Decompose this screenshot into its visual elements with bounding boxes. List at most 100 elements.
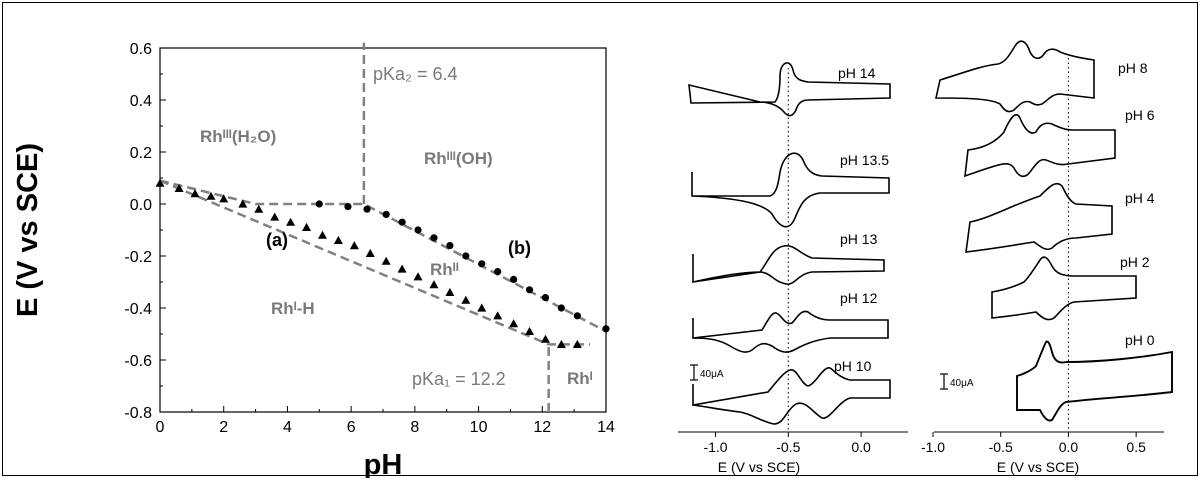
data-point-triangle <box>429 280 439 289</box>
fit-line <box>159 179 607 333</box>
curve-label: pH 12 <box>840 290 878 306</box>
cv-panel-low-ph: -1.0 -0.5 0.0 0.5 E (V vs SCE) 40μA pH 8 pH… <box>921 40 1173 475</box>
data-point-circle <box>557 304 566 312</box>
cv-right-ticks: -1.0 -0.5 0.0 0.5 <box>921 432 1146 455</box>
data-point-triangle <box>286 217 296 226</box>
cv-curve-ph10: pH 10 <box>692 358 891 425</box>
curve-label: pH 0 <box>1125 332 1155 348</box>
data-point-circle <box>398 218 406 226</box>
data-point-triangle <box>397 264 407 273</box>
y-tick-label: 0.4 <box>130 93 152 110</box>
data-point-triangle <box>509 319 519 328</box>
curve-label: pH 14 <box>838 65 876 81</box>
pourbaix-plot: 0 2 4 6 8 10 12 140.60.40.20.0-0.2-0.4-0.6-0.8 … <box>12 41 615 478</box>
x-tick-label: 0.5 <box>1126 439 1146 455</box>
annotation-pka1: pKa₁ = 12.2 <box>412 369 506 389</box>
x-tick-label: 0 <box>156 419 165 436</box>
data-point-circle <box>573 312 581 320</box>
y-tick-label: 0.6 <box>130 41 152 58</box>
region-label-rh1-h: Rhᴵ-H <box>271 299 315 318</box>
pourbaix-ticks: 0 2 4 6 8 10 12 14 0.6 0.4 0.2 0.0 -0.2 -0.4 -0.6 -0.8 <box>124 41 615 436</box>
region-label-rh1: Rhᴵ <box>567 369 593 388</box>
curve-label: pH 13 <box>840 231 878 247</box>
data-point-triangle <box>238 199 248 208</box>
x-tick-label: -1.0 <box>921 439 945 455</box>
fit-line <box>159 179 591 346</box>
y-axis-label: E (V vs SCE) <box>12 143 44 317</box>
data-point-triangle <box>461 295 471 304</box>
cv-curve-ph14: pH 14 <box>688 62 891 117</box>
plot-frame <box>159 47 607 413</box>
region-label-rh3-oh: Rhᴵᴵᴵ(OH) <box>424 149 493 168</box>
data-point-circle <box>462 252 470 260</box>
y-tick-label: -0.4 <box>124 301 152 318</box>
curve-label: pH 2 <box>1120 254 1150 270</box>
scale-bar <box>940 373 948 390</box>
y-tick-label: -0.2 <box>124 249 152 266</box>
data-point-triangle <box>333 235 343 244</box>
data-point-circle <box>541 294 550 302</box>
data-point-circle <box>382 210 390 218</box>
data-point-triangle <box>572 339 582 348</box>
curve-label: pH 10 <box>834 358 872 374</box>
cv-curve-ph13-5: pH 13.5 <box>691 152 890 228</box>
data-point-triangle <box>317 230 327 239</box>
data-point-circle <box>315 200 323 208</box>
data-point-triangle <box>349 241 359 250</box>
y-tick-label: -0.6 <box>124 353 152 370</box>
data-point-circle <box>446 242 454 250</box>
data-point-triangle <box>413 272 423 281</box>
data-point-triangle <box>381 256 391 265</box>
scale-bar-label: 40μA <box>950 378 974 389</box>
cv-panel-high-ph: -1.0 -0.5 0.0 E (V vs SCE) 40μA pH 14 pH 1… <box>678 62 908 475</box>
y-tick-label: -0.8 <box>124 405 152 422</box>
curve-label-b: (b) <box>508 238 531 258</box>
data-point-triangle <box>540 334 550 343</box>
data-point-triangle <box>493 311 503 320</box>
scale-bar-label: 40μA <box>700 369 724 380</box>
data-point-triangle <box>477 303 487 312</box>
data-point-triangle <box>254 204 264 213</box>
pourbaix-data-points <box>155 178 610 348</box>
x-tick-label: 14 <box>597 419 615 436</box>
data-point-circle <box>494 268 502 276</box>
x-tick-label: -0.5 <box>989 439 1013 455</box>
data-point-circle <box>602 325 610 333</box>
data-point-triangle <box>190 189 200 198</box>
data-point-triangle <box>174 183 184 192</box>
data-point-triangle <box>365 248 375 257</box>
data-point-triangle <box>206 191 216 200</box>
data-point-circle <box>430 234 438 242</box>
cv-curve-ph2: pH 2 <box>991 254 1150 321</box>
x-tick-label: -1.0 <box>703 439 727 455</box>
x-tick-label: 0.0 <box>1059 439 1079 455</box>
x-tick-label: -0.5 <box>776 439 800 455</box>
data-point-triangle <box>270 212 280 221</box>
curve-label: pH 13.5 <box>840 152 889 168</box>
x-axis-label: pH <box>364 449 403 478</box>
data-point-triangle <box>219 194 229 203</box>
cv-curve-ph6: pH 6 <box>964 107 1155 178</box>
cv-left-ticks: -1.0 -0.5 0.0 <box>703 432 871 455</box>
y-tick-label: 0.0 <box>130 197 152 214</box>
data-point-triangle <box>302 222 312 231</box>
x-tick-label: 4 <box>283 419 292 436</box>
curve-label-a: (a) <box>266 230 288 250</box>
cv-curve-ph4: pH 4 <box>965 182 1155 253</box>
region-label-rh3-h2o: Rhᴵᴵᴵ(H₂O) <box>200 127 276 146</box>
x-tick-label: 6 <box>347 419 356 436</box>
x-tick-label: 0.0 <box>851 439 871 455</box>
data-point-triangle <box>525 326 535 335</box>
data-point-triangle <box>556 339 566 348</box>
data-point-circle <box>344 203 352 211</box>
x-tick-label: 10 <box>470 419 488 436</box>
region-label-rh2: Rhᴵᴵ <box>430 260 459 279</box>
scale-bar <box>690 364 698 381</box>
cv-left-x-label: E (V vs SCE) <box>718 459 800 475</box>
data-point-triangle <box>155 178 165 187</box>
cv-right-x-label: E (V vs SCE) <box>997 459 1079 475</box>
cv-curve-ph12: pH 12 <box>692 290 889 353</box>
curve-label: pH 4 <box>1125 190 1155 206</box>
